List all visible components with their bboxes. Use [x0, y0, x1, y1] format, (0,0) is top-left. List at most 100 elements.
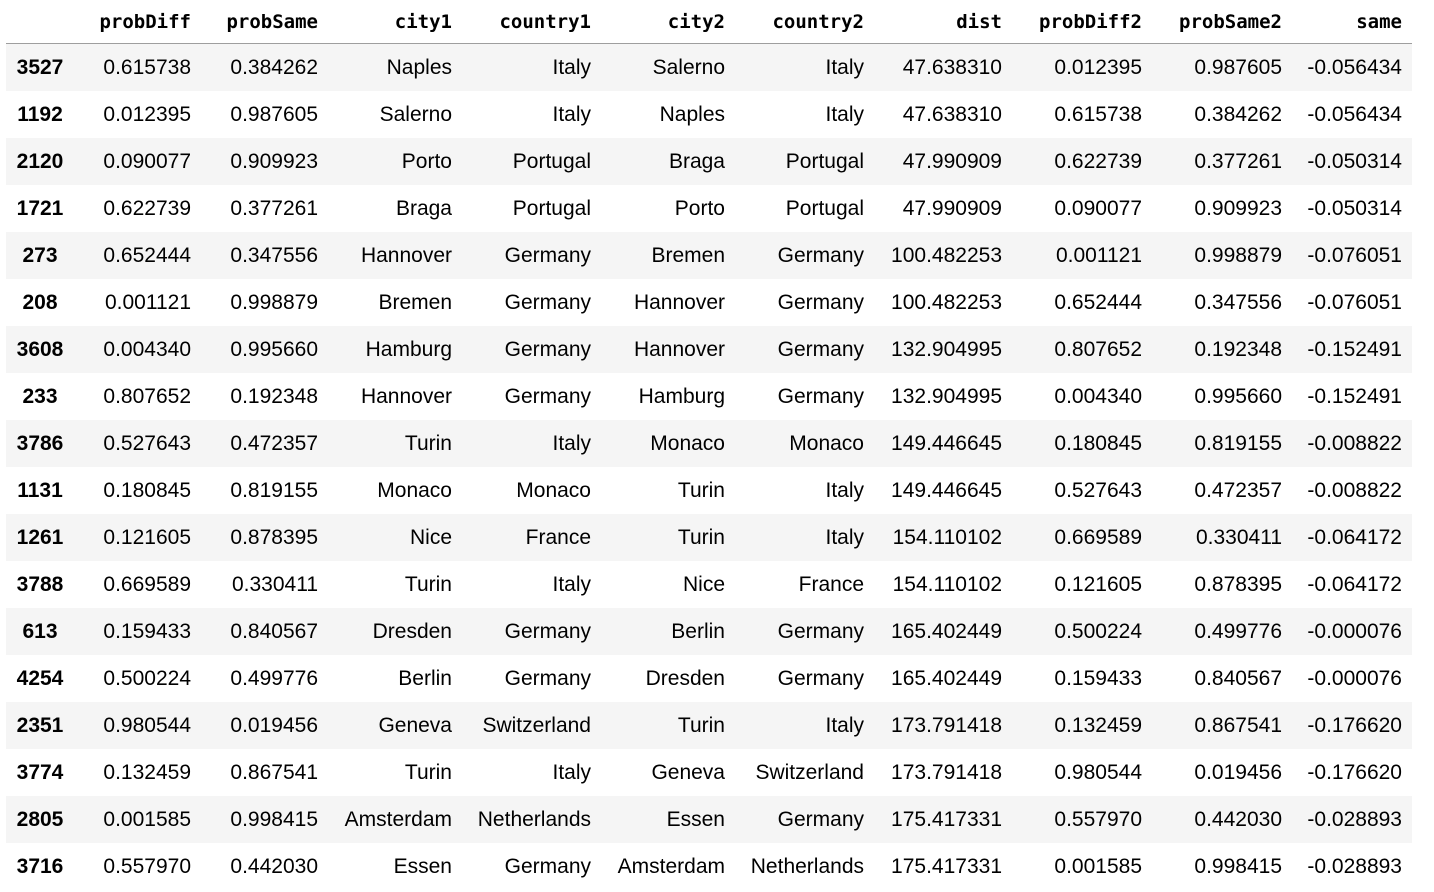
cell-probdiff2: 0.132459 — [1054, 713, 1142, 737]
cell-city1: Essen — [393, 854, 452, 878]
row-index: 3608 — [16, 337, 64, 361]
row-index: 3788 — [16, 572, 64, 596]
cell-same: -0.050314 — [1307, 196, 1402, 220]
cell-probsame2: 0.987605 — [1194, 55, 1282, 79]
cell-probdiff2: 0.652444 — [1054, 290, 1142, 314]
cell-same: -0.076051 — [1307, 243, 1402, 267]
table-row: 2805 0.001585 0.998415 Amsterdam Netherlands… — [6, 796, 1412, 843]
cell-country2: Italy — [825, 55, 864, 79]
cell-city2: Hamburg — [638, 384, 725, 408]
column-header-probsame2: probSame2 — [1152, 0, 1292, 44]
cell-city2: Essen — [666, 807, 725, 831]
row-index: 1192 — [17, 102, 63, 126]
cell-country1: Germany — [504, 384, 591, 408]
cell-city1: Turin — [404, 572, 452, 596]
cell-country1: Italy — [552, 760, 591, 784]
cell-dist: 132.904995 — [891, 337, 1002, 361]
table-row: 3608 0.004340 0.995660 Hamburg Germany Hannov… — [6, 326, 1412, 373]
cell-probdiff: 0.090077 — [103, 149, 191, 173]
cell-city1: Geneva — [378, 713, 452, 737]
cell-probdiff2: 0.180845 — [1054, 431, 1142, 455]
cell-city1: Porto — [401, 149, 452, 173]
table-row: 3788 0.669589 0.330411 Turin Italy Nice France… — [6, 561, 1412, 608]
cell-country1: Netherlands — [477, 807, 591, 831]
cell-probsame2: 0.840567 — [1194, 666, 1282, 690]
cell-dist: 175.417331 — [891, 854, 1002, 878]
cell-probsame2: 0.819155 — [1194, 431, 1282, 455]
cell-probdiff2: 0.500224 — [1054, 619, 1142, 643]
table-row: 1192 0.012395 0.987605 Salerno Italy Naples It… — [6, 91, 1412, 138]
cell-country2: Italy — [825, 525, 864, 549]
cell-probsame: 0.192348 — [230, 384, 318, 408]
column-header-same: same — [1292, 0, 1412, 44]
cell-country2: Italy — [825, 102, 864, 126]
cell-dist: 47.990909 — [902, 149, 1002, 173]
cell-probsame: 0.377261 — [230, 196, 318, 220]
cell-probdiff: 0.001121 — [104, 290, 191, 314]
row-index: 1131 — [17, 478, 63, 502]
cell-city2: Turin — [677, 713, 725, 737]
cell-probsame2: 0.998415 — [1194, 854, 1282, 878]
cell-probdiff: 0.159433 — [103, 619, 191, 643]
cell-country1: Germany — [504, 243, 591, 267]
cell-country2: Germany — [777, 337, 864, 361]
cell-probsame2: 0.909923 — [1194, 196, 1282, 220]
cell-dist: 47.638310 — [902, 55, 1002, 79]
cell-dist: 173.791418 — [891, 760, 1002, 784]
cell-probdiff: 0.527643 — [103, 431, 191, 455]
cell-city1: Braga — [395, 196, 452, 220]
dataframe-output: probDiff probSame city1 country1 city2 c… — [6, 0, 1412, 890]
cell-city1: Hannover — [360, 384, 452, 408]
row-index: 1261 — [16, 525, 64, 549]
row-index: 1721 — [16, 196, 64, 220]
cell-country1: Portugal — [512, 149, 591, 173]
cell-probdiff: 0.622739 — [103, 196, 191, 220]
cell-city2: Hannover — [633, 290, 725, 314]
cell-country1: Italy — [552, 55, 591, 79]
cell-same: -0.008822 — [1307, 478, 1402, 502]
table-row: 1261 0.121605 0.878395 Nice France Turin Italy… — [6, 514, 1412, 561]
table-row: 3786 0.527643 0.472357 Turin Italy Monaco Mona… — [6, 420, 1412, 467]
row-index: 4254 — [16, 666, 64, 690]
cell-probsame: 0.347556 — [230, 243, 318, 267]
cell-city2: Hannover — [633, 337, 725, 361]
table-row: 4254 0.500224 0.499776 Berlin Germany Dresden… — [6, 655, 1412, 702]
cell-probsame2: 0.347556 — [1194, 290, 1282, 314]
column-header-dist: dist — [874, 0, 1012, 44]
cell-probdiff2: 0.121605 — [1054, 572, 1142, 596]
cell-probsame: 0.330411 — [231, 572, 318, 596]
column-header-index — [6, 0, 74, 44]
cell-city2: Salerno — [652, 55, 725, 79]
cell-city2: Berlin — [671, 619, 725, 643]
cell-country2: Germany — [777, 619, 864, 643]
cell-country1: Italy — [552, 431, 591, 455]
cell-city1: Bremen — [378, 290, 452, 314]
cell-probsame2: 0.878395 — [1194, 572, 1282, 596]
cell-country2: Germany — [777, 666, 864, 690]
table-row: 1131 0.180845 0.819155 Monaco Monaco Turin Ita… — [6, 467, 1412, 514]
cell-probsame: 0.867541 — [230, 760, 318, 784]
cell-probsame: 0.878395 — [230, 525, 318, 549]
cell-probsame2: 0.499776 — [1194, 619, 1282, 643]
cell-probsame: 0.499776 — [230, 666, 318, 690]
cell-probdiff2: 0.557970 — [1054, 807, 1142, 831]
column-header-probsame: probSame — [201, 0, 328, 44]
cell-probsame: 0.998415 — [230, 807, 318, 831]
cell-city1: Hannover — [360, 243, 452, 267]
cell-country2: Germany — [777, 384, 864, 408]
cell-same: -0.028893 — [1307, 807, 1402, 831]
cell-probsame2: 0.384262 — [1194, 102, 1282, 126]
row-index: 208 — [22, 290, 58, 314]
table-row: 208 0.001121 0.998879 Bremen Germany Hannover… — [6, 279, 1412, 326]
cell-same: -0.152491 — [1307, 384, 1402, 408]
cell-probdiff2: 0.004340 — [1054, 384, 1142, 408]
cell-probdiff: 0.980544 — [103, 713, 191, 737]
cell-probdiff: 0.001585 — [103, 807, 191, 831]
cell-country2: Portugal — [785, 149, 864, 173]
cell-dist: 154.110102 — [892, 525, 1002, 549]
cell-probsame2: 0.998879 — [1194, 243, 1282, 267]
cell-probsame2: 0.995660 — [1194, 384, 1282, 408]
cell-same: -0.008822 — [1307, 431, 1402, 455]
cell-country1: Italy — [552, 572, 591, 596]
row-index: 2805 — [16, 807, 64, 831]
